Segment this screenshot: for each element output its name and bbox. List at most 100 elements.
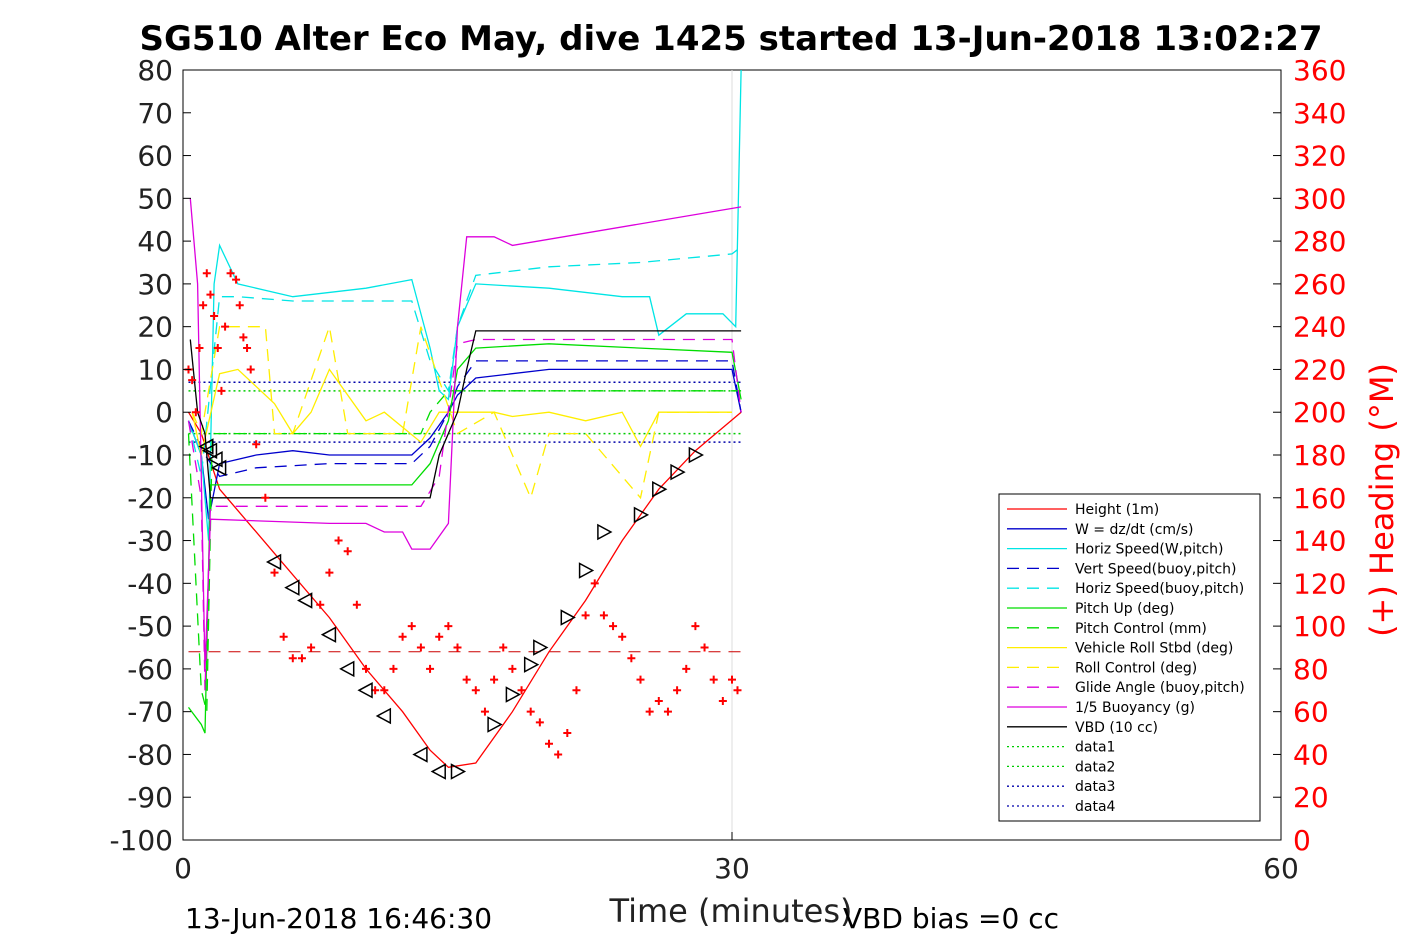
right-tick-label: 40 — [1293, 738, 1329, 771]
legend-label: data1 — [1075, 740, 1115, 756]
right-tick-label: 80 — [1293, 653, 1329, 686]
heading-point — [316, 600, 325, 609]
profile-marker — [652, 480, 668, 498]
profile-marker — [284, 579, 300, 596]
right-tick-label: 220 — [1293, 353, 1346, 386]
legend-label: Vert Speed(buoy,pitch) — [1075, 561, 1237, 577]
profile-marker — [597, 523, 613, 541]
heading-point — [627, 654, 636, 663]
right-tick-label: 360 — [1293, 54, 1346, 87]
heading-point — [572, 686, 581, 695]
left-tick-label: -70 — [127, 696, 173, 729]
heading-point — [508, 664, 517, 673]
right-tick-label: 140 — [1293, 525, 1346, 558]
profile-marker — [211, 459, 227, 477]
heading-point — [195, 344, 204, 353]
heading-point — [380, 686, 389, 695]
heading-point — [261, 493, 270, 502]
heading-point — [270, 568, 279, 577]
heading-point — [554, 750, 563, 759]
left-tick-label: -30 — [127, 525, 173, 558]
legend-label: data3 — [1075, 779, 1115, 795]
heading-point — [682, 664, 691, 673]
right-tick-label: 160 — [1293, 482, 1346, 515]
left-tick-label: 30 — [137, 268, 173, 301]
left-tick-label: -10 — [127, 439, 173, 472]
data-reference-lines — [188, 381, 742, 653]
series-line — [187, 411, 742, 768]
legend-label: data4 — [1075, 799, 1116, 815]
left-tick-label: -100 — [109, 824, 173, 857]
plot-area — [182, 69, 1282, 841]
profile-marker — [523, 656, 540, 673]
profile-marker — [297, 592, 313, 609]
profile-marker — [487, 716, 503, 733]
left-tick-label: -80 — [127, 738, 173, 771]
heading-point — [517, 686, 526, 695]
legend-label: data2 — [1075, 759, 1115, 775]
series-line — [191, 326, 732, 500]
heading-point — [645, 707, 654, 716]
right-tick-label: 20 — [1293, 781, 1329, 814]
heading-point — [325, 568, 334, 577]
heading-point — [453, 643, 462, 652]
heading-point — [599, 611, 608, 620]
heading-point — [213, 344, 222, 353]
left-tick-label: 50 — [137, 182, 173, 215]
x-tick-label: 0 — [174, 852, 192, 885]
left-tick-label: 20 — [137, 311, 173, 344]
profile-marker — [578, 562, 595, 579]
left-tick-label: 0 — [155, 396, 173, 429]
series-line — [189, 198, 742, 669]
series-line — [187, 249, 738, 477]
heading-point — [199, 301, 208, 310]
legend-label: Roll Control (deg) — [1075, 660, 1197, 676]
left-tick-label: 80 — [137, 54, 173, 87]
heading-point — [563, 729, 572, 738]
legend-label: W = dz/dt (cm/s) — [1075, 522, 1194, 538]
heading-point — [654, 696, 663, 705]
heading-point — [545, 739, 553, 748]
profile-marker — [505, 686, 521, 703]
heading-point — [426, 664, 435, 673]
right-tick-label: 180 — [1293, 439, 1346, 472]
heading-point — [191, 408, 200, 417]
x-tick-label: 60 — [1263, 852, 1299, 885]
heading-point — [462, 675, 471, 684]
left-tick-label: 40 — [137, 225, 173, 258]
profile-marker — [533, 639, 549, 656]
series-line — [189, 330, 742, 499]
profile-markers — [198, 438, 704, 780]
legend-label: 1/5 Buoyancy (g) — [1075, 700, 1195, 716]
right-tick-label: 200 — [1293, 396, 1346, 429]
profile-marker — [688, 446, 704, 464]
right-tick-label: 260 — [1293, 268, 1346, 301]
heading-point — [239, 333, 248, 342]
footer-timestamp: 13-Jun-2018 16:46:30 — [185, 902, 492, 935]
right-axis-ticks: 3603403203002802602402202001801601401201… — [1273, 54, 1346, 857]
left-tick-label: 70 — [137, 97, 173, 130]
right-tick-label: 0 — [1293, 824, 1311, 857]
heading-point — [581, 611, 590, 620]
heading-point — [700, 643, 709, 652]
heading-point — [226, 269, 235, 278]
heading-point — [609, 622, 618, 631]
right-tick-label: 60 — [1293, 696, 1329, 729]
left-tick-label: -50 — [127, 610, 173, 643]
legend-label: Height (1m) — [1075, 502, 1159, 518]
heading-point — [673, 686, 682, 695]
right-axis-label: (+) Heading (°M) — [1363, 363, 1401, 637]
footer-vbd-bias: VBD bias =0 cc — [843, 902, 1059, 935]
heading-point — [618, 632, 627, 641]
profile-marker — [320, 626, 337, 643]
chart-title: SG510 Alter Eco May, dive 1425 started 1… — [139, 19, 1322, 59]
right-tick-label: 320 — [1293, 140, 1346, 173]
heading-point — [202, 269, 211, 278]
heading-point — [210, 311, 219, 320]
left-tick-label: 60 — [137, 140, 173, 173]
left-tick-label: -60 — [127, 653, 173, 686]
legend-label: Pitch Up (deg) — [1075, 601, 1174, 617]
heading-point — [246, 365, 255, 374]
heading-point — [480, 707, 489, 716]
